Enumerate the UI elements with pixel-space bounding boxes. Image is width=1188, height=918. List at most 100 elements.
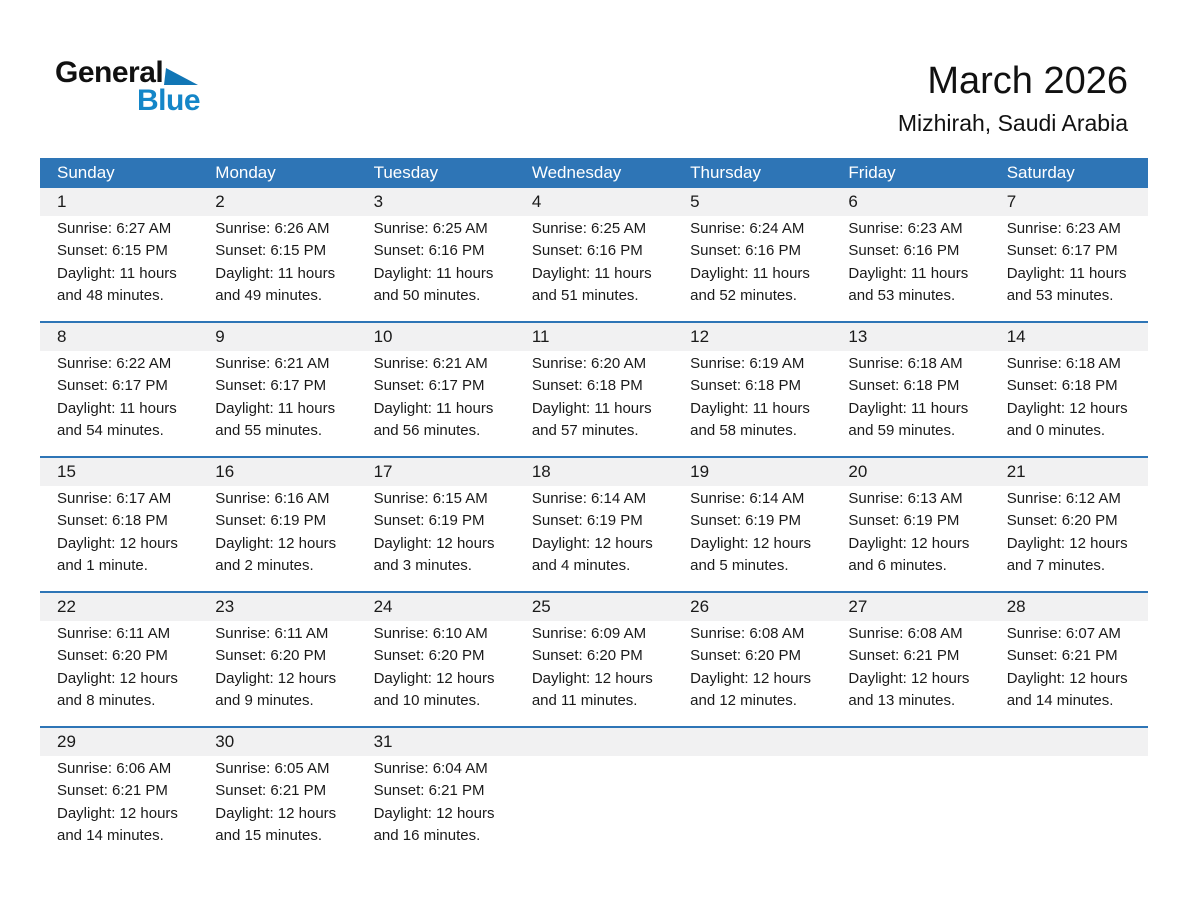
day-number: 16 (198, 458, 357, 486)
day-number: 24 (356, 593, 515, 621)
day-details: Sunrise: 6:15 AM Sunset: 6:19 PM Daylight:… (357, 486, 515, 578)
day-detail-line: Sunrise: 6:19 AM (690, 355, 805, 372)
day-cell: 5 Sunrise: 6:24 AM Sunset: 6:16 PM Daylight… (673, 188, 832, 308)
day-detail-line: Daylight: 11 hours (373, 264, 494, 282)
day-cell: 31 Sunrise: 6:04 AM Sunset: 6:21 PM Dayligh… (356, 728, 515, 848)
day-detail-line: Sunrise: 6:07 AM (1006, 625, 1121, 642)
day-number (673, 728, 832, 756)
day-cell: 2 Sunrise: 6:26 AM Sunset: 6:15 PM Daylight… (198, 188, 357, 308)
day-details: Sunrise: 6:11 AM Sunset: 6:20 PM Daylight:… (198, 621, 356, 713)
day-detail-line: Sunset: 6:17 PM (215, 377, 327, 395)
calendar-table: Sunday Monday Tuesday Wednesday Thursday Frid… (40, 158, 1148, 848)
day-detail-line: Sunrise: 6:26 AM (215, 220, 330, 237)
day-detail-line: Sunset: 6:18 PM (690, 377, 802, 395)
day-detail-line: and 13 minutes. (848, 692, 956, 710)
day-detail-line: Sunset: 6:19 PM (848, 512, 960, 530)
day-cell: 1 Sunrise: 6:27 AM Sunset: 6:15 PM Daylight… (40, 188, 199, 308)
day-detail-line: Sunrise: 6:27 AM (57, 220, 172, 237)
day-detail-line: Sunrise: 6:08 AM (690, 625, 805, 642)
day-details: Sunrise: 6:25 AM Sunset: 6:16 PM Daylight:… (357, 216, 515, 308)
day-detail-line: Sunset: 6:20 PM (373, 647, 485, 665)
day-detail-line: and 53 minutes. (848, 287, 956, 305)
day-cell: 20 Sunrise: 6:13 AM Sunset: 6:19 PM Dayligh… (831, 458, 990, 578)
day-detail-line: and 4 minutes. (531, 557, 631, 575)
day-number: 3 (356, 188, 515, 216)
day-detail-line: Sunrise: 6:25 AM (373, 220, 488, 237)
weekday-header-cell: Sunday (57, 163, 115, 182)
day-details (673, 756, 831, 848)
day-detail-line: Sunset: 6:20 PM (690, 647, 802, 665)
day-number: 31 (356, 728, 515, 756)
day-cell: 15 Sunrise: 6:17 AM Sunset: 6:18 PM Dayligh… (40, 458, 199, 578)
day-detail-line: Daylight: 11 hours (1006, 264, 1127, 282)
day-detail-line: Daylight: 12 hours (373, 669, 495, 687)
day-cell: 9 Sunrise: 6:21 AM Sunset: 6:17 PM Daylight… (198, 323, 357, 443)
day-detail-line: Sunrise: 6:18 AM (1006, 355, 1121, 372)
day-cell: 19 Sunrise: 6:14 AM Sunset: 6:19 PM Dayligh… (673, 458, 832, 578)
day-detail-line: Daylight: 11 hours (531, 264, 652, 282)
day-detail-line: and 5 minutes. (690, 557, 789, 575)
day-number: 14 (989, 323, 1148, 351)
day-detail-line: Daylight: 12 hours (373, 534, 495, 552)
day-detail-line: Daylight: 12 hours (215, 534, 337, 552)
day-details (515, 756, 673, 848)
week-row: 1 Sunrise: 6:27 AM Sunset: 6:15 PM Daylight… (40, 188, 1148, 308)
day-cell: 7 Sunrise: 6:23 AM Sunset: 6:17 PM Daylight… (989, 188, 1148, 308)
day-detail-line: and 49 minutes. (215, 287, 323, 305)
day-detail-line: Daylight: 11 hours (373, 399, 494, 417)
day-detail-line: Daylight: 11 hours (215, 399, 336, 417)
logo-triangle-icon (164, 68, 199, 85)
day-number: 11 (514, 323, 674, 351)
day-detail-line: Daylight: 11 hours (690, 264, 810, 282)
day-detail-line: Sunrise: 6:25 AM (531, 220, 647, 237)
day-number: 15 (40, 458, 199, 486)
day-detail-line: Sunrise: 6:12 AM (1006, 490, 1121, 507)
day-detail-line: Sunrise: 6:14 AM (690, 490, 805, 507)
day-details: Sunrise: 6:20 AM Sunset: 6:18 PM Daylight:… (515, 351, 673, 443)
day-details: Sunrise: 6:21 AM Sunset: 6:17 PM Daylight:… (357, 351, 515, 443)
day-number: 28 (989, 593, 1148, 621)
day-number: 10 (356, 323, 515, 351)
day-detail-line: and 0 minutes. (1006, 422, 1106, 440)
day-number: 6 (831, 188, 990, 216)
day-detail-line: Sunrise: 6:05 AM (215, 760, 330, 777)
week-row: 8 Sunrise: 6:22 AM Sunset: 6:17 PM Daylight… (40, 321, 1148, 443)
day-detail-line: Sunset: 6:16 PM (373, 242, 485, 260)
empty-day-cell (673, 728, 832, 848)
day-number: 26 (673, 593, 832, 621)
day-cell: 8 Sunrise: 6:22 AM Sunset: 6:17 PM Daylight… (40, 323, 199, 443)
day-detail-line: Sunset: 6:20 PM (215, 647, 327, 665)
day-cell: 28 Sunrise: 6:07 AM Sunset: 6:21 PM Dayligh… (989, 593, 1148, 713)
day-detail-line: and 48 minutes. (57, 287, 164, 305)
day-detail-line: Daylight: 12 hours (57, 804, 178, 822)
day-number: 7 (989, 188, 1148, 216)
day-number: 17 (356, 458, 515, 486)
day-number (831, 728, 990, 756)
day-number: 1 (40, 188, 199, 216)
day-details (990, 756, 1148, 848)
calendar-weeks: 1 Sunrise: 6:27 AM Sunset: 6:15 PM Daylight… (40, 188, 1148, 848)
day-detail-line: and 57 minutes. (531, 422, 639, 440)
general-blue-logo: General Blue (55, 56, 255, 116)
day-detail-line: and 15 minutes. (215, 827, 323, 845)
day-details: Sunrise: 6:27 AM Sunset: 6:15 PM Daylight:… (40, 216, 198, 308)
day-cell: 24 Sunrise: 6:10 AM Sunset: 6:20 PM Dayligh… (356, 593, 515, 713)
day-cell: 27 Sunrise: 6:08 AM Sunset: 6:21 PM Dayligh… (831, 593, 990, 713)
day-detail-line: and 53 minutes. (1006, 287, 1114, 305)
day-details: Sunrise: 6:08 AM Sunset: 6:21 PM Daylight:… (831, 621, 989, 713)
day-details: Sunrise: 6:13 AM Sunset: 6:19 PM Daylight:… (831, 486, 989, 578)
weekday-header-cell: Saturday (1006, 163, 1075, 182)
day-detail-line: Sunset: 6:18 PM (1006, 377, 1118, 395)
day-details: Sunrise: 6:17 AM Sunset: 6:18 PM Daylight:… (40, 486, 198, 578)
day-detail-line: Sunset: 6:19 PM (690, 512, 802, 530)
logo-text-general: General (55, 56, 164, 89)
day-details: Sunrise: 6:09 AM Sunset: 6:20 PM Daylight:… (515, 621, 673, 713)
day-detail-line: Sunset: 6:21 PM (1006, 647, 1118, 665)
day-detail-line: Daylight: 11 hours (57, 264, 177, 282)
day-detail-line: and 14 minutes. (1006, 692, 1114, 710)
day-detail-line: and 3 minutes. (373, 557, 472, 575)
day-detail-line: and 9 minutes. (215, 692, 314, 710)
day-detail-line: Sunrise: 6:23 AM (1006, 220, 1121, 237)
day-detail-line: Daylight: 12 hours (1006, 399, 1128, 417)
header-title-block: March 2026 Mizhirah, Saudi Arabia (528, 58, 1128, 140)
